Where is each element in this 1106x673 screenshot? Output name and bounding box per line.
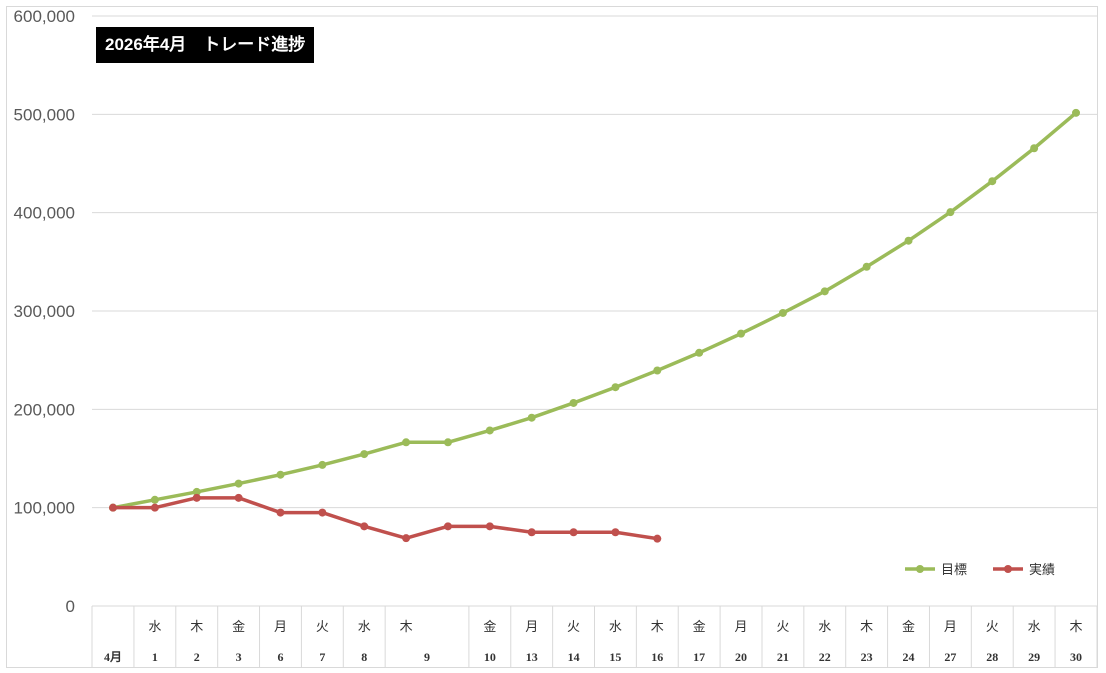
y-tick-label: 200,000 — [14, 400, 75, 419]
x-tick-day: 28 — [986, 650, 998, 664]
x-tick-weekday: 火 — [986, 620, 999, 635]
data-point-actual — [360, 522, 369, 531]
data-point-target — [318, 460, 327, 469]
x-tick-day: 30 — [1070, 650, 1082, 664]
x-tick-day: 29 — [1028, 650, 1040, 664]
data-point-target — [402, 438, 411, 447]
x-tick-weekday: 金 — [902, 619, 915, 635]
x-tick-weekday: 木 — [651, 620, 664, 635]
legend-marker — [1004, 565, 1012, 573]
x-tick-weekday: 木 — [1069, 620, 1082, 635]
data-point-actual — [527, 528, 536, 537]
x-tick-day: 13 — [526, 650, 538, 664]
data-point-target — [360, 450, 369, 459]
y-tick-label: 600,000 — [14, 7, 75, 26]
legend-marker — [916, 565, 924, 573]
data-point-target — [276, 470, 285, 479]
data-point-actual — [318, 508, 327, 517]
x-tick-day: 10 — [484, 650, 496, 664]
x-tick-weekday: 金 — [483, 619, 496, 635]
data-point-actual — [443, 522, 452, 531]
data-point-target — [946, 208, 955, 217]
x-tick-day: 6 — [277, 650, 283, 664]
x-tick-day: 16 — [651, 650, 663, 664]
x-tick-weekday: 月 — [274, 620, 287, 635]
x-tick-weekday: 木 — [190, 620, 203, 635]
data-point-target — [1030, 144, 1039, 153]
x-tick-day: 21 — [777, 650, 789, 664]
legend-label: 目標 — [941, 563, 967, 578]
data-point-target — [1072, 108, 1080, 117]
data-point-target — [443, 438, 452, 447]
data-point-target — [527, 413, 536, 422]
x-tick-weekday: 月 — [944, 620, 957, 635]
x-tick-day: 27 — [944, 650, 956, 664]
data-point-actual — [109, 503, 117, 512]
data-point-actual — [653, 534, 662, 543]
x-tick-day: 14 — [568, 650, 580, 664]
x-tick-day: 1 — [152, 650, 158, 664]
data-point-target — [695, 348, 704, 357]
y-tick-label: 400,000 — [14, 204, 75, 223]
x-tick-weekday: 水 — [818, 620, 831, 635]
x-tick-day: 24 — [903, 650, 915, 664]
data-point-target — [653, 366, 662, 375]
data-point-target — [778, 308, 787, 317]
x-tick-weekday: 火 — [567, 620, 580, 635]
series-line-target — [111, 111, 1078, 510]
x-tick-day: 23 — [861, 650, 873, 664]
data-point-target — [485, 426, 494, 435]
data-point-target — [737, 329, 746, 338]
x-tick-day: 20 — [735, 650, 747, 664]
x-tick-day: 15 — [609, 650, 621, 664]
y-tick-label: 0 — [66, 597, 75, 616]
x-tick-weekday: 火 — [776, 620, 789, 635]
x-tick-weekday: 月 — [735, 620, 748, 635]
data-point-actual — [402, 534, 411, 543]
x-tick-day: 3 — [236, 650, 242, 664]
data-point-target — [569, 398, 578, 407]
x-tick-day: 9 — [424, 650, 430, 664]
data-point-target — [820, 287, 829, 296]
data-point-actual — [234, 493, 243, 502]
x-tick-day: 2 — [194, 650, 200, 664]
x-tick-weekday: 水 — [609, 620, 622, 635]
data-point-actual — [485, 522, 494, 531]
chart-frame — [6, 6, 1098, 668]
x-tick-weekday: 月 — [525, 620, 538, 635]
x-tick-weekday: 水 — [358, 620, 371, 635]
data-point-actual — [150, 503, 159, 512]
data-point-target — [862, 262, 871, 271]
data-point-target — [234, 479, 243, 488]
data-point-target — [611, 383, 620, 392]
data-point-actual — [276, 508, 285, 517]
y-tick-label: 300,000 — [14, 302, 75, 321]
data-point-target — [150, 495, 159, 504]
x-tick-day: 4月 — [104, 650, 122, 664]
x-tick-day: 17 — [693, 650, 705, 664]
data-point-target — [988, 177, 997, 186]
legend-label: 実績 — [1029, 562, 1055, 578]
x-tick-day: 22 — [819, 650, 831, 664]
data-point-actual — [192, 493, 201, 502]
data-point-target — [192, 487, 201, 496]
x-tick-day: 8 — [361, 650, 367, 664]
y-tick-label: 100,000 — [14, 499, 75, 518]
x-tick-weekday: 木 — [400, 620, 413, 635]
x-tick-weekday: 水 — [148, 620, 161, 635]
series-line-actual — [111, 496, 660, 541]
x-tick-weekday: 水 — [1028, 620, 1041, 635]
data-point-actual — [611, 528, 620, 537]
x-tick-day: 7 — [319, 650, 325, 664]
x-tick-weekday: 金 — [232, 619, 245, 635]
y-tick-label: 500,000 — [14, 105, 75, 124]
chart-title: 2026年4月 トレード進捗 — [96, 27, 315, 63]
x-tick-weekday: 木 — [860, 620, 873, 635]
data-point-actual — [569, 528, 578, 537]
x-tick-weekday: 金 — [693, 619, 706, 635]
x-tick-weekday: 火 — [316, 620, 329, 635]
data-point-target — [904, 236, 913, 245]
